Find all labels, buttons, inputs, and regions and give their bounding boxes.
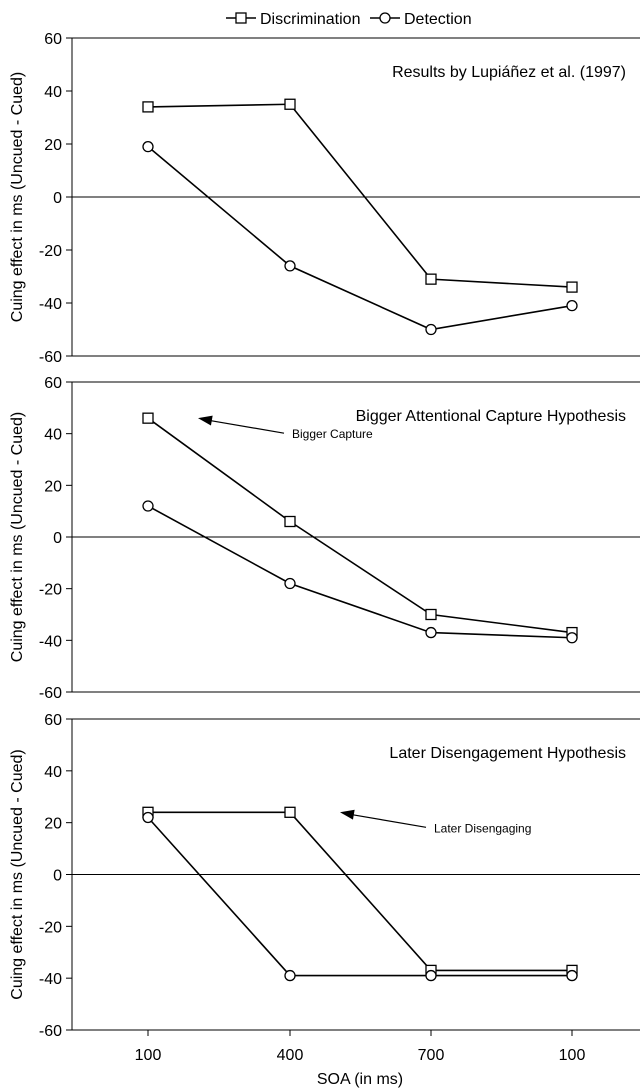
panel-3: 60 40 20 0 -20 -40 -60 Cuing effect in ms (Uncu…: [9, 712, 640, 1064]
panel-title: Bigger Attentional Capture Hypothesis: [356, 408, 626, 425]
x-tick-label: 400: [277, 1047, 304, 1064]
data-point-circle: [284, 577, 296, 590]
y-tick-label: 20: [44, 137, 62, 154]
data-point-square: [425, 608, 437, 621]
y-tick-label: -40: [39, 633, 62, 650]
y-tick-label: 0: [53, 530, 62, 547]
data-point-circle: [425, 969, 437, 982]
data-point-square: [425, 273, 437, 285]
y-tick-label: 40: [44, 427, 62, 444]
legend-label: Detection: [404, 11, 472, 28]
data-point-square: [284, 515, 296, 528]
y-tick-label: 0: [53, 868, 62, 885]
y-tick-label: -60: [39, 1023, 62, 1040]
data-point-circle: [142, 140, 154, 153]
legend-item-discrimination: Discrimination: [226, 11, 360, 28]
legend-circle-marker: [379, 12, 391, 24]
y-tick-label: 40: [44, 84, 62, 101]
data-point-circle: [425, 626, 437, 639]
data-point-square: [566, 281, 578, 293]
data-point-square: [142, 412, 154, 424]
x-tick-label: 100: [135, 1047, 162, 1064]
data-point-square: [142, 101, 154, 113]
data-point-circle: [142, 500, 154, 512]
data-point-square: [284, 98, 296, 110]
y-tick-label: -60: [39, 685, 62, 702]
panel-title: Results by Lupiáñez et al. (1997): [392, 64, 626, 81]
y-tick-label: -20: [39, 243, 62, 260]
annotation-text: Bigger Capture: [292, 427, 373, 441]
legend-square-marker: [235, 12, 247, 24]
y-tick-label: -60: [39, 349, 62, 366]
y-tick-label: 0: [53, 190, 62, 207]
legend-label: Discrimination: [260, 11, 360, 28]
y-tick-label: 20: [44, 816, 62, 833]
series-line-discrimination: [148, 811, 572, 972]
y-tick-label: -20: [39, 919, 62, 936]
data-point-circle: [566, 969, 578, 982]
arrow-shaft: [207, 419, 285, 434]
x-tick-label: 100: [559, 1047, 586, 1064]
annotation-arrow: [340, 809, 427, 828]
series-line-detection: [147, 505, 573, 639]
data-point-circle: [566, 299, 578, 312]
arrow-shaft: [349, 813, 427, 828]
y-tick-label: 20: [44, 478, 62, 495]
y-axis-title: Cuing effect in ms (Uncued - Cued): [9, 749, 26, 999]
y-tick-label: 60: [44, 375, 62, 392]
annotation-text: Later Disengaging: [434, 821, 531, 835]
y-axis-title: Cuing effect in ms (Uncued - Cued): [9, 412, 26, 662]
y-tick-label: 40: [44, 764, 62, 781]
data-point-circle: [284, 260, 296, 272]
data-point-circle: [425, 323, 437, 336]
y-tick-label: -20: [39, 582, 62, 599]
arrow-head: [198, 415, 213, 426]
y-axis-title: Cuing effect in ms (Uncued - Cued): [9, 72, 26, 322]
legend-item-detection: Detection: [370, 11, 472, 28]
data-point-circle: [142, 811, 154, 824]
x-tick-label: 700: [418, 1047, 445, 1064]
series-line-detection: [147, 816, 572, 977]
annotation-arrow: [198, 415, 285, 434]
data-point-circle: [566, 632, 578, 644]
panel-1: 60 40 20 0 -20 -40 -60 Cuing effect in ms (Uncu…: [9, 31, 640, 366]
y-tick-label: 60: [44, 712, 62, 729]
y-tick-label: -40: [39, 971, 62, 988]
series-line-discrimination: [147, 103, 573, 288]
legend: Discrimination Detection: [226, 11, 472, 28]
data-point-square: [284, 806, 296, 818]
series-line-discrimination: [147, 417, 573, 634]
y-tick-label: -40: [39, 296, 62, 313]
arrow-head: [340, 809, 355, 820]
x-axis-title: SOA (in ms): [317, 1071, 403, 1088]
panel-2: 60 40 20 0 -20 -40 -60 Cuing effect in ms (Uncu…: [9, 375, 640, 702]
y-tick-label: 60: [44, 31, 62, 48]
series-line-detection: [147, 146, 573, 331]
data-point-circle: [284, 969, 296, 982]
panel-title: Later Disengagement Hypothesis: [389, 745, 626, 762]
